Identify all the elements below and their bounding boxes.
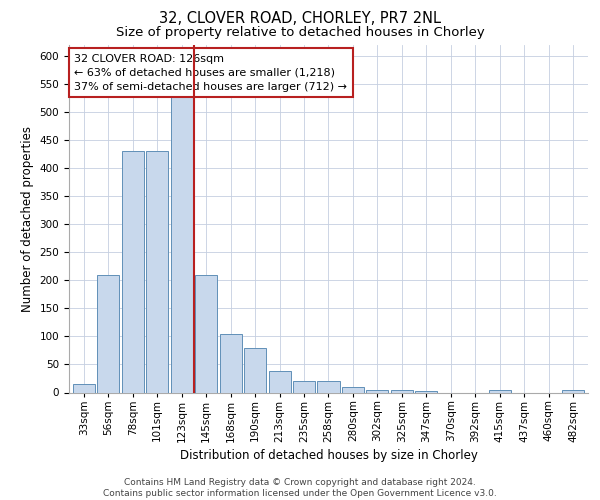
Bar [269,371,290,392]
Bar [244,348,266,393]
Bar [97,275,119,392]
Text: Size of property relative to detached houses in Chorley: Size of property relative to detached ho… [116,26,484,39]
Bar [122,152,143,392]
Bar [489,390,511,392]
Bar [146,152,168,392]
Text: 32, CLOVER ROAD, CHORLEY, PR7 2NL: 32, CLOVER ROAD, CHORLEY, PR7 2NL [159,11,441,26]
Text: 32 CLOVER ROAD: 126sqm
← 63% of detached houses are smaller (1,218)
37% of semi-: 32 CLOVER ROAD: 126sqm ← 63% of detached… [74,54,347,92]
Bar [195,275,217,392]
Bar [391,390,413,392]
Y-axis label: Number of detached properties: Number of detached properties [21,126,34,312]
Bar [317,382,340,392]
Bar [170,96,193,393]
Bar [415,391,437,392]
Bar [367,390,388,392]
Text: Contains HM Land Registry data © Crown copyright and database right 2024.
Contai: Contains HM Land Registry data © Crown c… [103,478,497,498]
Bar [293,382,315,392]
Bar [73,384,95,392]
Bar [562,390,584,392]
Bar [342,387,364,392]
Bar [220,334,242,392]
X-axis label: Distribution of detached houses by size in Chorley: Distribution of detached houses by size … [179,448,478,462]
